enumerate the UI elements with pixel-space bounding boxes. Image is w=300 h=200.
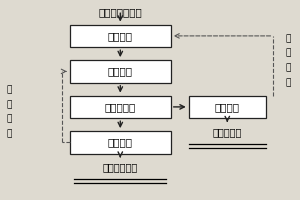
Text: 工业浓盐酸: 工业浓盐酸 xyxy=(213,127,242,137)
Bar xyxy=(70,25,171,47)
Bar xyxy=(70,60,171,83)
Text: 冶金级氧化铝: 冶金级氧化铝 xyxy=(103,163,138,173)
Bar xyxy=(70,131,171,154)
Text: 气: 气 xyxy=(6,130,11,139)
Text: 蒸: 蒸 xyxy=(286,63,291,72)
Text: 温: 温 xyxy=(286,49,291,58)
Text: 高: 高 xyxy=(6,85,11,94)
Text: 汽: 汽 xyxy=(286,78,291,87)
Text: 热量交换: 热量交换 xyxy=(215,102,240,112)
Text: 空: 空 xyxy=(6,115,11,124)
Text: 蒸发浓缩: 蒸发浓缩 xyxy=(108,31,133,41)
Text: 温: 温 xyxy=(6,100,11,109)
Text: 流态化热解: 流态化热解 xyxy=(105,102,136,112)
Bar xyxy=(189,96,266,118)
Text: 高: 高 xyxy=(286,34,291,43)
Text: 精制氯化铝溶液: 精制氯化铝溶液 xyxy=(98,7,142,17)
Bar xyxy=(70,96,171,118)
Text: 喷雾造粒: 喷雾造粒 xyxy=(108,66,133,76)
Text: 热量交换: 热量交换 xyxy=(108,137,133,147)
